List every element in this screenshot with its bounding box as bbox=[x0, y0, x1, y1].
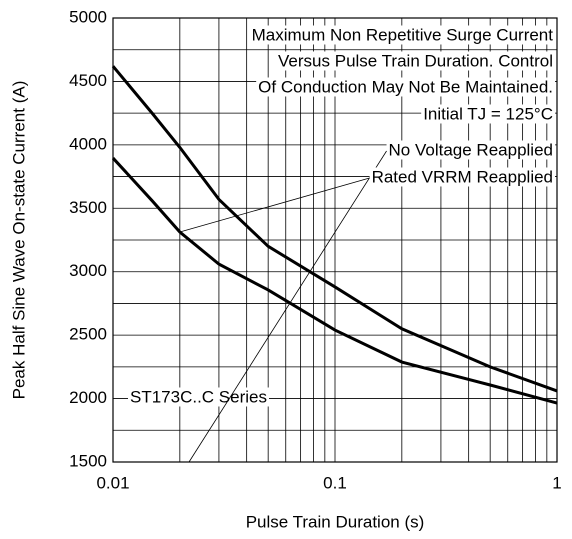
x-axis-label: Pulse Train Duration (s) bbox=[246, 512, 425, 531]
label-background bbox=[249, 25, 556, 45]
y-tick-label: 2000 bbox=[69, 388, 107, 407]
series-line bbox=[111, 65, 558, 393]
plot-frame bbox=[112, 17, 558, 463]
y-axis-label: Peak Half Sine Wave On-state Current (A) bbox=[9, 81, 28, 400]
label-background bbox=[276, 51, 555, 71]
y-tick-label: 3500 bbox=[69, 198, 107, 217]
x-tick-label: 0.01 bbox=[96, 473, 129, 492]
y-tick-label: 4500 bbox=[69, 71, 107, 90]
series-line bbox=[111, 157, 558, 405]
annotation: ST173C..C Series bbox=[130, 387, 267, 406]
x-tick-label: 0.1 bbox=[323, 473, 347, 492]
label-background bbox=[256, 77, 555, 97]
label-background bbox=[386, 140, 555, 160]
annotation: Versus Pulse Train Duration. Control bbox=[278, 51, 553, 70]
annotation: Of Conduction May Not Be Maintained. bbox=[258, 77, 553, 96]
label-background bbox=[369, 167, 555, 187]
legend-label: Rated VRRM Reapplied bbox=[372, 167, 553, 186]
y-tick-label: 3000 bbox=[69, 261, 107, 280]
annotation: Initial TJ = 125°C bbox=[423, 104, 553, 123]
y-tick-label: 2500 bbox=[69, 325, 107, 344]
y-tick-label: 5000 bbox=[69, 7, 107, 26]
label-background bbox=[421, 104, 555, 124]
y-tick-label: 1500 bbox=[69, 451, 107, 470]
leader-line bbox=[188, 150, 387, 463]
legend-label: No Voltage Reapplied bbox=[389, 140, 553, 159]
leader-line bbox=[179, 177, 370, 233]
y-tick-label: 4000 bbox=[69, 134, 107, 153]
annotation: Maximum Non Repetitive Surge Current bbox=[252, 25, 554, 44]
x-tick-label: 1 bbox=[552, 473, 561, 492]
